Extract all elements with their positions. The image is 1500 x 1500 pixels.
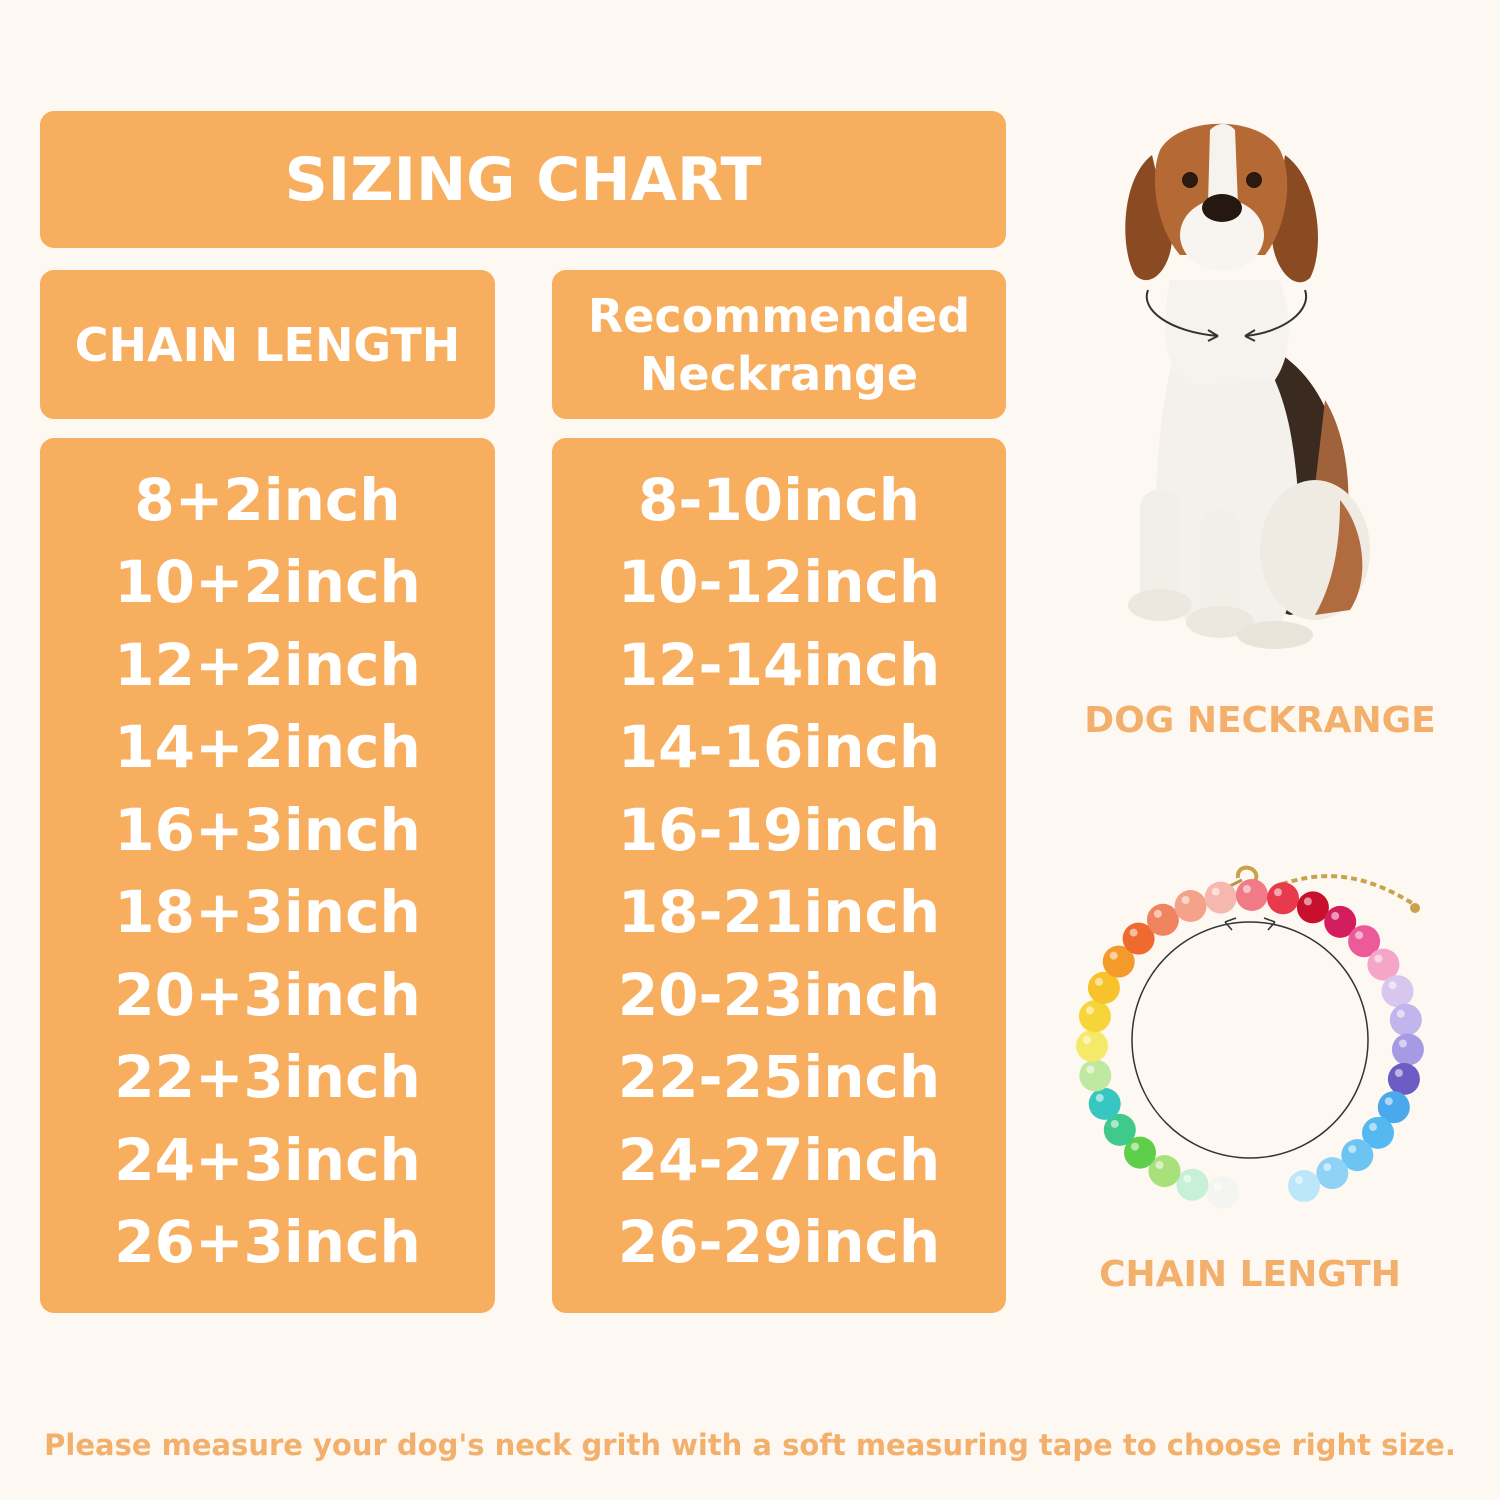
bead-highlight [1374, 954, 1383, 963]
bead-necklace-image [1076, 865, 1424, 1209]
bead-highlight [1396, 1009, 1405, 1018]
chain-length-cell: 24+3inch [114, 1126, 421, 1194]
bead [1391, 1033, 1424, 1066]
bead-highlight [1153, 909, 1162, 918]
bead-highlight [1242, 885, 1251, 893]
neckrange-cell: 8-10inch [638, 466, 920, 534]
bead-highlight [1086, 1065, 1095, 1074]
neckrange-cell: 14-16inch [617, 713, 941, 781]
neckrange-header-line1: Recommended [587, 288, 971, 343]
chain-length-cell: 18+3inch [114, 878, 421, 946]
neckrange-cell: 22-25inch [617, 1043, 941, 1111]
title-text: SIZING CHART [284, 144, 762, 215]
bead-highlight [1394, 1069, 1403, 1077]
neckrange-cell: 12-14inch [617, 631, 941, 699]
neckrange-cell: 10-12inch [617, 548, 941, 616]
chain-length-cell: 12+2inch [114, 631, 421, 699]
neckrange-cell: 26-29inch [617, 1208, 941, 1276]
bead [1088, 1087, 1121, 1120]
bead [1288, 1170, 1320, 1202]
bead-highlight [1131, 1142, 1139, 1151]
bead [1204, 881, 1237, 914]
bead-highlight [1109, 951, 1118, 960]
bead-highlight [1211, 887, 1220, 896]
bead-highlight [1355, 931, 1364, 940]
measurement-footnote: Please measure your dog's neck grith wit… [44, 1428, 1456, 1462]
chain-length-header: CHAIN LENGTH [40, 270, 495, 419]
chain-length-cell: 26+3inch [114, 1208, 421, 1276]
bead-highlight [1323, 1163, 1332, 1172]
chain-length-cell: 16+3inch [114, 796, 421, 864]
chain-length-cell: 20+3inch [114, 961, 421, 1029]
bead-highlight [1083, 1035, 1091, 1044]
bead-highlight [1181, 896, 1190, 904]
bead [1296, 891, 1329, 924]
bead-highlight [1085, 1006, 1094, 1015]
chain-length-cell: 10+2inch [114, 548, 421, 616]
bead [1316, 1157, 1349, 1190]
bead [1078, 1000, 1111, 1033]
bead [1235, 879, 1268, 911]
neckrange-cell: 18-21inch [617, 878, 941, 946]
bead [1206, 1176, 1239, 1209]
bead [1387, 1063, 1420, 1095]
bead-highlight [1095, 1093, 1104, 1102]
bead-highlight [1274, 888, 1282, 897]
neckrange-header: Recommended Neckrange [552, 270, 1006, 419]
neckrange-cell: 24-27inch [617, 1126, 941, 1194]
bead [1146, 903, 1179, 936]
chain-length-label: CHAIN LENGTH [1099, 1254, 1401, 1295]
bead [1389, 1003, 1422, 1036]
bead [1076, 1029, 1108, 1062]
bead-highlight [1129, 928, 1138, 937]
bead-highlight [1303, 897, 1312, 906]
beagle-dog-image [1125, 123, 1370, 649]
extender-chain [1281, 874, 1417, 907]
sizing-chart-title: SIZING CHART [40, 111, 1006, 248]
bead-highlight [1155, 1161, 1164, 1170]
bead-highlight [1348, 1145, 1357, 1154]
neckrange-cell: 16-19inch [617, 796, 941, 864]
bead [1079, 1059, 1112, 1092]
bead-highlight [1331, 911, 1340, 920]
bead-highlight [1213, 1182, 1222, 1191]
neckrange-column: 8-10inch 10-12inch 12-14inch 14-16inch 1… [552, 438, 1006, 1313]
neckrange-cell: 20-23inch [617, 961, 941, 1029]
bead-highlight [1384, 1097, 1393, 1106]
chain-length-cell: 22+3inch [114, 1043, 421, 1111]
chain-length-column: 8+2inch 10+2inch 12+2inch 14+2inch 16+3i… [40, 438, 495, 1313]
chain-length-cell: 14+2inch [114, 713, 421, 781]
bead [1176, 1168, 1209, 1201]
neckrange-header-line2: Neckrange [639, 346, 919, 401]
chain-length-cell: 8+2inch [134, 466, 401, 534]
bead-highlight [1388, 981, 1397, 990]
bead [1174, 890, 1207, 922]
bead-highlight [1369, 1122, 1377, 1131]
bead-highlight [1110, 1119, 1119, 1128]
bead-highlight [1398, 1039, 1407, 1048]
chain-length-header-text: CHAIN LENGTH [74, 317, 461, 372]
bead [1381, 975, 1414, 1008]
bead-highlight [1295, 1176, 1303, 1184]
bead [1267, 882, 1299, 915]
dog-neckrange-label: DOG NECKRANGE [1084, 700, 1436, 741]
bead-highlight [1094, 977, 1103, 986]
bead-highlight [1183, 1174, 1192, 1183]
